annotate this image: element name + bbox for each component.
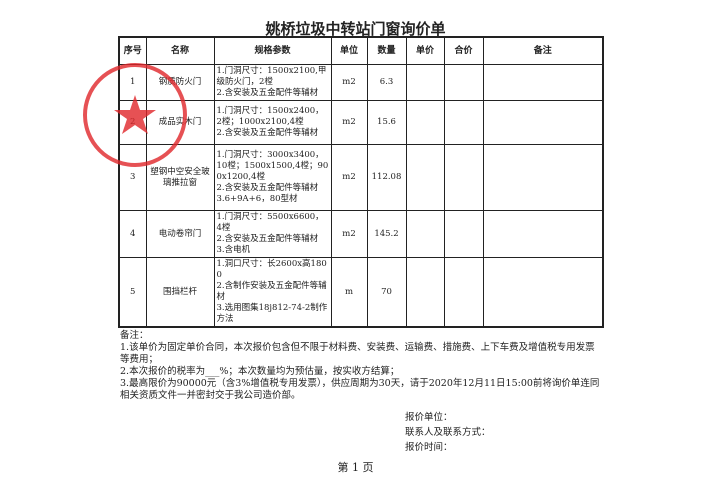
spec-line: 1.门洞尺寸：1500x2100,甲级防火门，2樘 (216, 66, 327, 87)
spec-line: 2.含安装及五金配件等辅材 (216, 183, 319, 193)
remarks-heading: 备注： (120, 330, 149, 341)
item-name: 围挡栏杆 (145, 257, 215, 328)
unit-price (405, 144, 445, 211)
column-header: 单位 (330, 36, 368, 65)
spec-line: 1.门洞尺寸：3000x3400，10樘；1500x1500,4樘；900x12… (216, 150, 329, 182)
remark-item: 3.最高限价为90000元（含3%增值税专用发票），供应周期为30天，请于202… (120, 378, 600, 401)
spec-line: 3.选用图集18j812-74-2制作方法 (216, 303, 328, 324)
item-name: 塑钢中空安全玻璃推拉窗 (145, 144, 215, 211)
row-number: 3 (118, 144, 147, 211)
item-name: 成品实木门 (145, 100, 215, 145)
column-header: 序号 (118, 36, 147, 65)
quote-table: 序号 名称 规格参数 单位 数量 单价 合价 备注 1 钢质防火门 1.门洞尺寸：1500x210… (118, 36, 604, 328)
spec-line: 1.门洞尺寸：5500x6600，4樘 (216, 212, 324, 233)
item-quantity: 145.2 (366, 210, 407, 258)
remark-item: 1.该单价为固定单价合同，本次报价包含但不限于材料费、安装费、运输费、措施费、上… (120, 342, 595, 365)
row-number: 1 (118, 64, 147, 101)
document-body: 序号 名称 规格参数 单位 数量 单价 合价 备注 1 钢质防火门 1.门洞尺寸：1500x210… (118, 36, 604, 455)
row-number: 2 (118, 100, 147, 145)
item-quantity: 70 (366, 257, 407, 328)
item-unit: m2 (330, 64, 368, 101)
contact-label: 联系人及联系方式： (405, 427, 491, 438)
spec-line: 1.洞口尺寸：长2600x高1800 (216, 259, 327, 280)
item-unit: m2 (330, 100, 368, 145)
table-row: 2 成品实木门 1.门洞尺寸：1500x2400，2樘；1000x2100,4樘 2.… (118, 100, 604, 145)
item-note (482, 210, 604, 258)
item-note (482, 257, 604, 328)
spec-line: 3.6+9A+6，80型材 (216, 194, 298, 204)
signature-block: 报价单位： 联系人及联系方式： 报价时间： (405, 410, 602, 455)
unit-price (405, 64, 445, 101)
total-price (443, 144, 484, 211)
item-quantity: 112.08 (366, 144, 407, 211)
item-spec: 1.门洞尺寸：1500x2400，2樘；1000x2100,4樘 2.含安装及五金… (213, 100, 332, 145)
total-price (443, 100, 484, 145)
item-quantity: 15.6 (366, 100, 407, 145)
header-row: 序号 名称 规格参数 单位 数量 单价 合价 备注 (118, 36, 604, 65)
item-note (482, 144, 604, 211)
column-header: 规格参数 (213, 36, 332, 65)
item-name: 电动卷帘门 (145, 210, 215, 258)
item-name: 钢质防火门 (145, 64, 215, 101)
unit-price (405, 257, 445, 328)
item-quantity: 6.3 (366, 64, 407, 101)
spec-line: 2.含安装及五金配件等辅材 (216, 234, 319, 244)
total-price (443, 210, 484, 258)
spec-line: 1.门洞尺寸：1500x2400，2樘；1000x2100,4樘 (216, 106, 324, 127)
item-unit: m (330, 257, 368, 328)
row-number: 4 (118, 210, 147, 258)
item-spec: 1.门洞尺寸：1500x2100,甲级防火门，2樘 2.含安装及五金配件等辅材 (213, 64, 332, 101)
item-note (482, 100, 604, 145)
column-header: 备注 (482, 36, 604, 65)
table-row: 5 围挡栏杆 1.洞口尺寸：长2600x高1800 2.含制作安装及五金配件等辅材 3.… (118, 257, 604, 328)
table-row: 3 塑钢中空安全玻璃推拉窗 1.门洞尺寸：3000x3400，10樘；1500x15… (118, 144, 604, 211)
column-header: 数量 (366, 36, 407, 65)
table-row: 1 钢质防火门 1.门洞尺寸：1500x2100,甲级防火门，2樘 2.含安装及五金配… (118, 64, 604, 101)
document-title: 姚桥垃圾中转站门窗询价单 (265, 20, 446, 38)
remark-item: 2.本次报价的税率为___%；本次数量均为预估量，按实收方结算； (120, 366, 400, 377)
row-number: 5 (118, 257, 147, 328)
page-number: 第 1 页 (337, 461, 374, 474)
quote-time-label: 报价时间： (405, 442, 453, 453)
spec-line: 2.含安装及五金配件等辅材 (216, 128, 319, 138)
item-unit: m2 (330, 144, 368, 211)
total-price (443, 257, 484, 328)
column-header: 名称 (145, 36, 215, 65)
column-header: 单价 (405, 36, 445, 65)
spec-line: 2.含安装及五金配件等辅材 (216, 88, 319, 98)
column-header: 合价 (443, 36, 484, 65)
item-unit: m2 (330, 210, 368, 258)
spec-line: 2.含制作安装及五金配件等辅材 (216, 281, 327, 302)
quote-company-label: 报价单位： (405, 412, 453, 423)
spec-line: 3.含电机 (216, 245, 251, 255)
item-spec: 1.门洞尺寸：3000x3400，10樘；1500x1500,4樘；900x12… (213, 144, 332, 211)
item-note (482, 64, 604, 101)
table-row: 4 电动卷帘门 1.门洞尺寸：5500x6600，4樘 2.含安装及五金配件等辅材 3.… (118, 210, 604, 258)
unit-price (405, 210, 445, 258)
total-price (443, 64, 484, 101)
unit-price (405, 100, 445, 145)
item-spec: 1.门洞尺寸：5500x6600，4樘 2.含安装及五金配件等辅材 3.含电机 (213, 210, 332, 258)
item-spec: 1.洞口尺寸：长2600x高1800 2.含制作安装及五金配件等辅材 3.选用图集1… (213, 257, 332, 328)
remarks: 备注： 1.该单价为固定单价合同，本次报价包含但不限于材料费、安装费、运输费、措… (120, 330, 600, 402)
